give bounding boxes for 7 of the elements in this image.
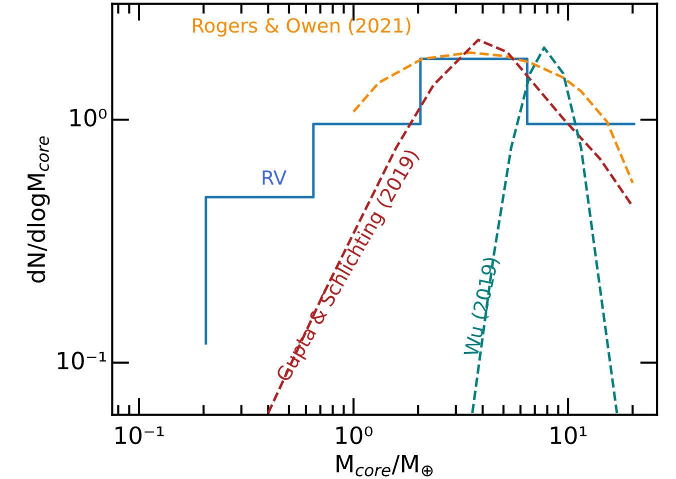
x-tick-label: 10¹ xyxy=(550,426,587,444)
x-tick-label: 10⁰ xyxy=(336,426,372,444)
series-label: RV xyxy=(262,170,286,185)
series-label: Rogers & Owen (2021) xyxy=(193,18,410,37)
x-axis-title: M$_{core}$/M$_{⊕}$ xyxy=(336,455,433,476)
y-axis-title: dN/dlogM$_{core}$ xyxy=(26,136,50,283)
x-tick-label: 10⁻¹ xyxy=(116,426,164,444)
